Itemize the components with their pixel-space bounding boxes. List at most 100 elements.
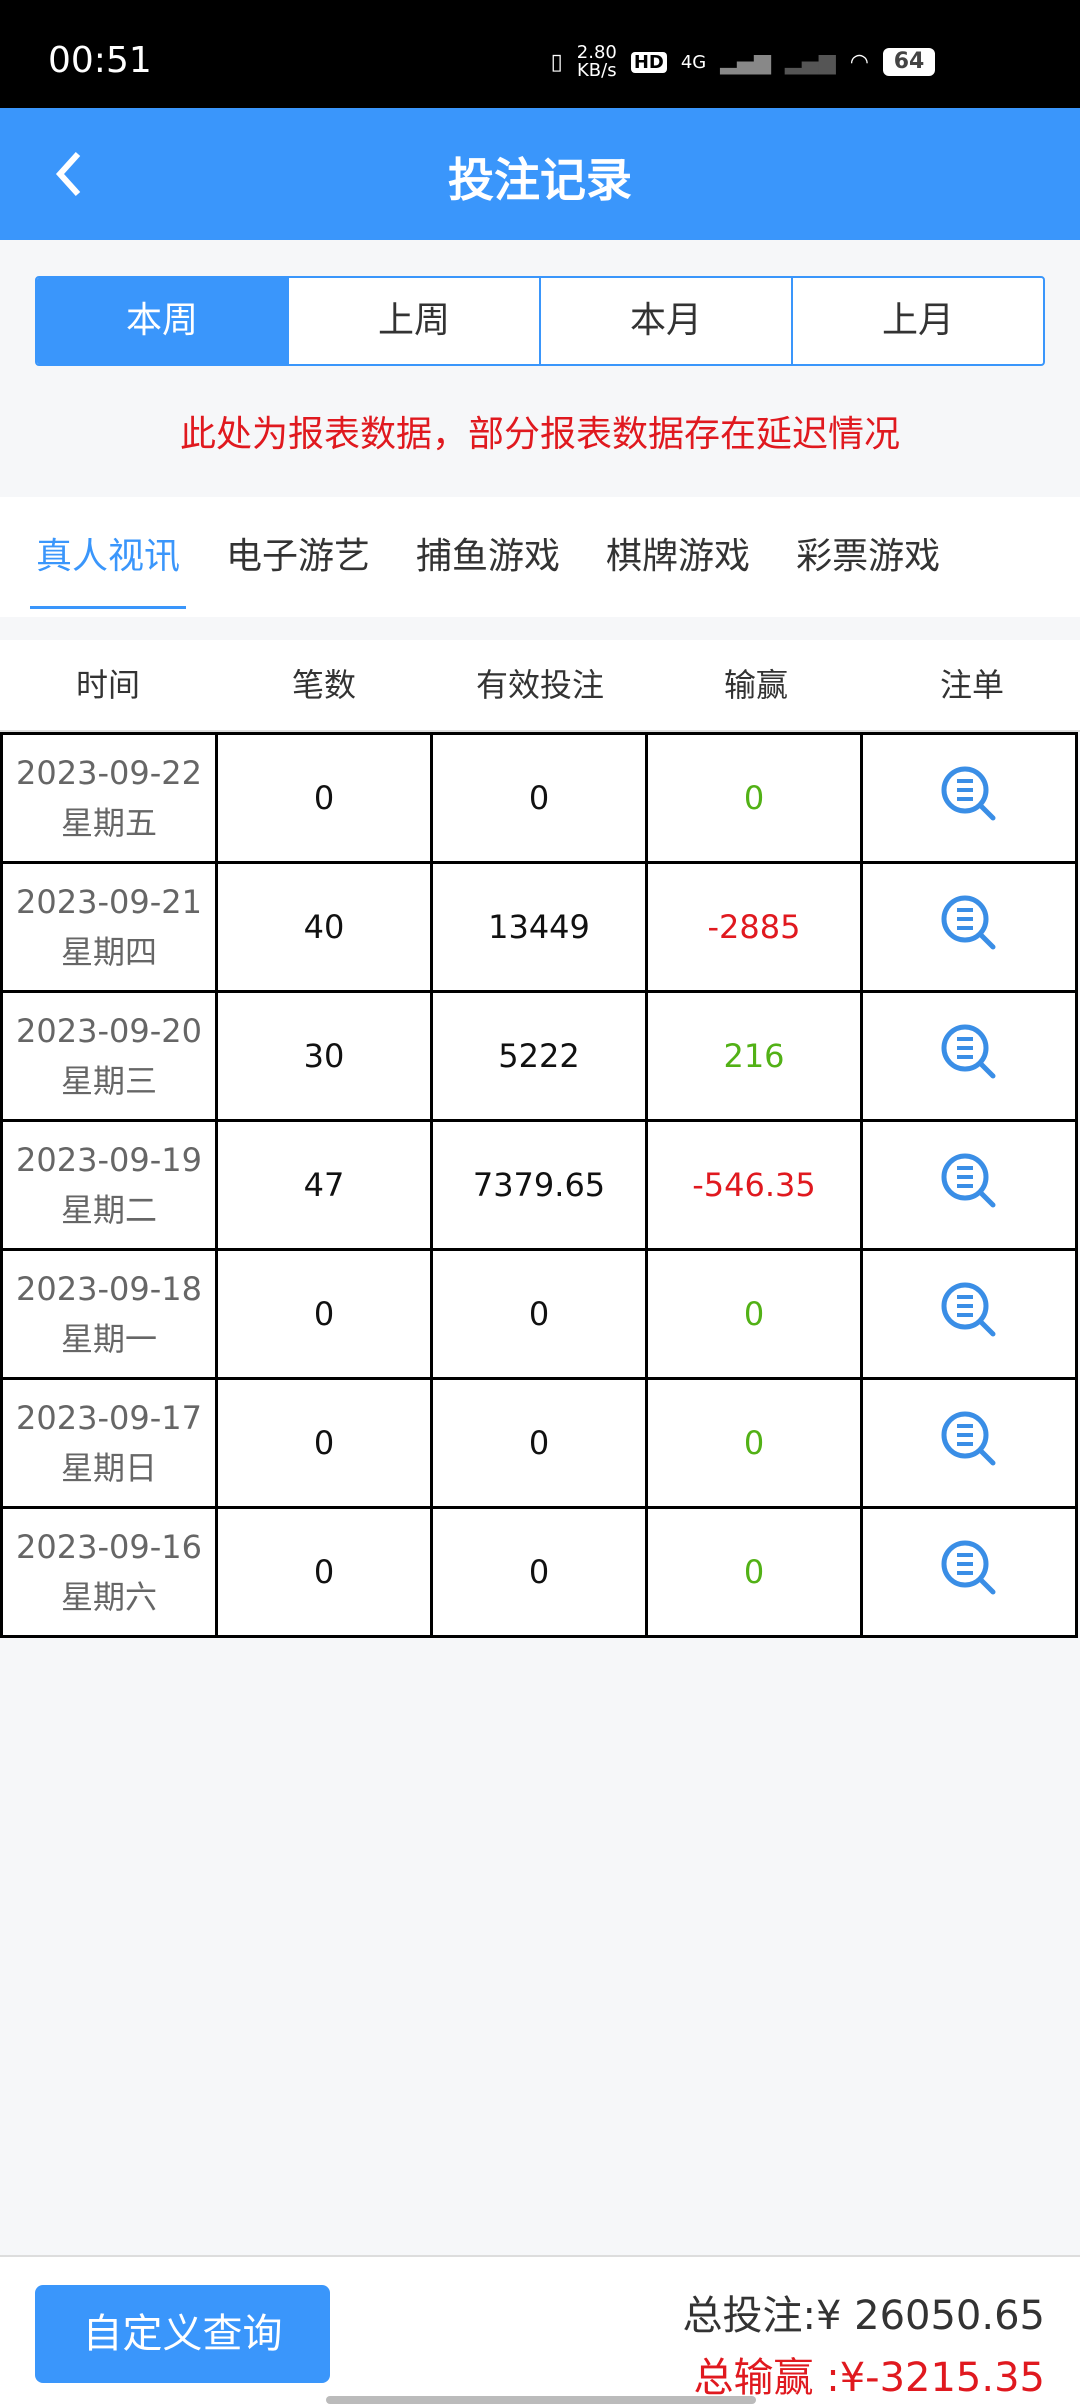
tab-live-video[interactable]: 真人视讯 (29, 497, 187, 617)
vibrate-icon: ▯ (550, 49, 563, 75)
notice-text: 此处为报表数据，部分报表数据存在延迟情况 (179, 414, 900, 455)
period-tabs: 本周 上周 本月 上月 (35, 276, 1045, 366)
page-title: 投注记录 (448, 153, 632, 207)
table-row: 2023-09-22 星期五 0 0 0 (0, 732, 1078, 864)
column-header: 时间 (75, 666, 140, 704)
count-cell: 0 (215, 1506, 433, 1638)
weekday: 星期一 (60, 1320, 157, 1358)
weekday: 星期四 (60, 933, 157, 971)
date: 2023-09-19 (16, 1141, 202, 1179)
table-row: 2023-09-17 星期日 0 0 0 (0, 1377, 1078, 1509)
date-cell: 2023-09-17 星期日 (0, 1377, 218, 1509)
date: 2023-09-18 (16, 1270, 202, 1308)
table-row: 2023-09-21 星期四 40 13449 -2885 (0, 861, 1078, 993)
date: 2023-09-16 (16, 1528, 202, 1566)
tab-this-week[interactable]: 本周 (37, 278, 287, 364)
tab-fishing[interactable]: 捕鱼游戏 (416, 536, 561, 577)
column-header: 笔数 (291, 666, 356, 704)
win-loss-cell: 0 (645, 1377, 863, 1509)
weekday: 星期五 (60, 804, 157, 842)
tab-this-month[interactable]: 本月 (539, 278, 791, 364)
table-row: 2023-09-19 星期二 47 7379.65 -546.35 (0, 1119, 1078, 1251)
date: 2023-09-20 (16, 1012, 202, 1050)
valid-bet-cell: 0 (430, 1248, 648, 1380)
detail-cell[interactable] (860, 861, 1078, 993)
detail-cell[interactable] (860, 732, 1078, 864)
count-cell: 0 (215, 1377, 433, 1509)
win-loss-cell: 0 (645, 1506, 863, 1638)
total-bet: 总投注:¥ 26050.65 (682, 2293, 1046, 2339)
date-cell: 2023-09-22 星期五 (0, 732, 218, 864)
home-indicator[interactable] (326, 2396, 756, 2404)
valid-bet-cell: 0 (430, 732, 648, 864)
count-cell: 47 (215, 1119, 433, 1251)
footer-bar: 自定义查询 总投注:¥ 26050.65 总输赢 :¥-3215.35 (0, 2255, 1080, 2408)
battery-icon: 64 (883, 48, 935, 76)
win-loss-cell: 216 (645, 990, 863, 1122)
custom-query-button[interactable]: 自定义查询 (35, 2285, 330, 2383)
detail-cell[interactable] (860, 990, 1078, 1122)
tab-slots[interactable]: 电子游艺 (226, 536, 371, 577)
count-cell: 30 (215, 990, 433, 1122)
status-bar: 00:51 ▯ 2.80 KB/s HD 4G ▂▄▆ ▂▄▆ ◠ 64 (0, 0, 1080, 108)
signal-icon-2: ▂▄▆ (785, 49, 836, 75)
search-list-icon[interactable] (939, 893, 999, 953)
detail-cell[interactable] (860, 1377, 1078, 1509)
search-list-icon[interactable] (939, 1280, 999, 1340)
win-loss-cell: -546.35 (645, 1119, 863, 1251)
column-header: 注单 (939, 666, 1004, 704)
search-list-icon[interactable] (939, 1151, 999, 1211)
date-cell: 2023-09-16 星期六 (0, 1506, 218, 1638)
weekday: 星期六 (60, 1578, 157, 1616)
hd-icon: HD (630, 51, 667, 73)
date: 2023-09-17 (16, 1399, 202, 1437)
detail-cell[interactable] (860, 1119, 1078, 1251)
network-speed: 2.80 KB/s (576, 42, 617, 81)
column-header: 输赢 (723, 666, 788, 704)
search-list-icon[interactable] (939, 1022, 999, 1082)
date-cell: 2023-09-21 星期四 (0, 861, 218, 993)
win-loss-cell: -2885 (645, 861, 863, 993)
date: 2023-09-22 (16, 754, 202, 792)
table-row: 2023-09-20 星期三 30 5222 216 (0, 990, 1078, 1122)
category-tabs: 真人视讯 电子游艺 捕鱼游戏 棋牌游戏 彩票游戏 (0, 497, 1080, 617)
date-cell: 2023-09-20 星期三 (0, 990, 218, 1122)
valid-bet-cell: 0 (430, 1506, 648, 1638)
valid-bet-cell: 13449 (430, 861, 648, 993)
signal-icon: ▂▄▆ (720, 49, 772, 75)
tab-card-games[interactable]: 棋牌游戏 (606, 536, 751, 577)
weekday: 星期日 (60, 1449, 157, 1487)
date-cell: 2023-09-18 星期一 (0, 1248, 218, 1380)
valid-bet-cell: 5222 (430, 990, 648, 1122)
valid-bet-cell: 0 (430, 1377, 648, 1509)
table-header: 时间 笔数 有效投注 输赢 注单 (0, 640, 1080, 732)
valid-bet-cell: 7379.65 (430, 1119, 648, 1251)
records-table: 2023-09-22 星期五 0 0 0 2023-09-21 星期四 40 134… (0, 732, 1078, 1638)
win-loss-cell: 0 (645, 732, 863, 864)
search-list-icon[interactable] (939, 1409, 999, 1469)
detail-cell[interactable] (860, 1248, 1078, 1380)
chevron-left-icon[interactable] (48, 144, 88, 204)
tab-last-month[interactable]: 上月 (791, 278, 1043, 364)
detail-cell[interactable] (860, 1506, 1078, 1638)
count-cell: 0 (215, 732, 433, 864)
count-cell: 0 (215, 1248, 433, 1380)
table-row: 2023-09-16 星期六 0 0 0 (0, 1506, 1078, 1638)
network-type: 4G (680, 51, 707, 73)
win-loss-cell: 0 (645, 1248, 863, 1380)
search-list-icon[interactable] (939, 1538, 999, 1598)
tab-lottery[interactable]: 彩票游戏 (796, 536, 941, 577)
table-row: 2023-09-18 星期一 0 0 0 (0, 1248, 1078, 1380)
status-time: 00:51 (48, 40, 152, 81)
column-header: 有效投注 (475, 666, 604, 704)
date: 2023-09-21 (16, 883, 202, 921)
tab-last-week[interactable]: 上周 (287, 278, 539, 364)
app-header: 投注记录 (0, 108, 1080, 240)
weekday: 星期三 (60, 1062, 157, 1100)
wifi-icon: ◠ (849, 49, 869, 75)
weekday: 星期二 (60, 1191, 157, 1229)
total-win: 总输赢 :¥-3215.35 (693, 2355, 1045, 2401)
date-cell: 2023-09-19 星期二 (0, 1119, 218, 1251)
count-cell: 40 (215, 861, 433, 993)
search-list-icon[interactable] (939, 764, 999, 824)
